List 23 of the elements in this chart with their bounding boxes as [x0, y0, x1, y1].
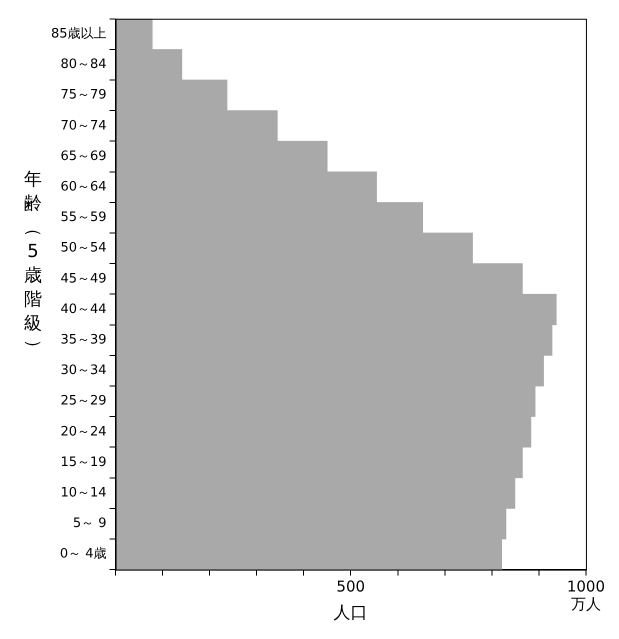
y-tick-label: 45～49 — [60, 271, 107, 286]
y-tick-label: 55～59 — [60, 210, 107, 226]
y-tick-label: 20～24 — [60, 424, 107, 440]
y-tick-label: 80～84 — [60, 57, 107, 72]
y-tick-label: 10～14 — [60, 485, 107, 500]
y-tick-label: 35～39 — [60, 332, 107, 348]
y-tick-label: 50～54 — [60, 240, 107, 256]
x-tick-label: 500 — [336, 577, 366, 596]
x-axis-title: 人口 — [334, 603, 368, 624]
y-tick-label: 30～34 — [60, 363, 107, 378]
y-axis-title: 年齢（5歳階級） — [22, 168, 45, 359]
y-tick-label: 25～29 — [60, 394, 107, 409]
y-tick-label: 40～44 — [60, 302, 107, 317]
y-tick-label: 85歳以上 — [50, 26, 107, 42]
text: 万人 — [570, 594, 601, 613]
y-tick-label: 65～69 — [60, 148, 107, 164]
y-tick-label: 15～19 — [60, 454, 107, 470]
y-tick-label: 60～64 — [60, 179, 107, 194]
y-tick-label: 5～ 9 — [72, 516, 107, 532]
x-tick-label: 1000 — [566, 577, 606, 596]
y-tick-label: 75～79 — [60, 88, 107, 103]
y-tick-label: 70～74 — [60, 118, 107, 134]
y-tick-label: 0～ 4歳 — [60, 546, 107, 562]
